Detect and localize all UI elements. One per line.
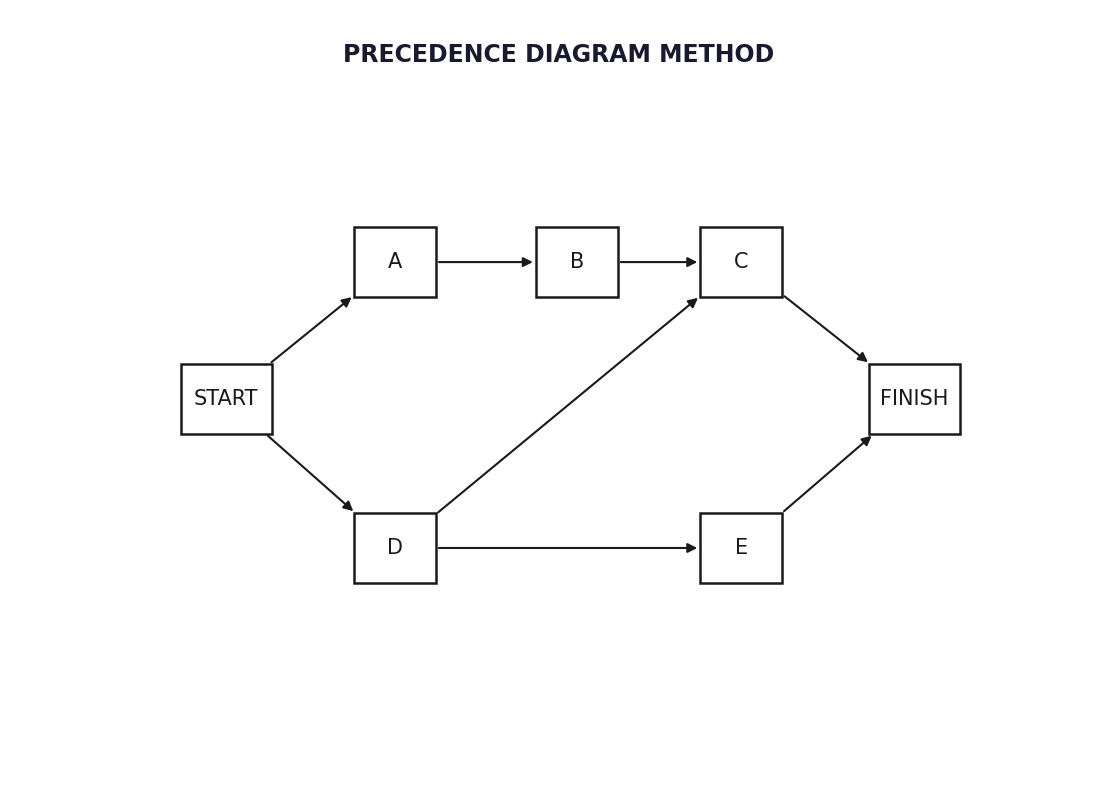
Bar	[354, 227, 436, 297]
Text: FINISH: FINISH	[880, 389, 948, 409]
Text: E: E	[735, 538, 748, 558]
Text: B: B	[570, 252, 584, 272]
Bar	[536, 227, 618, 297]
Bar	[869, 364, 960, 434]
Bar	[700, 513, 782, 583]
Text: START: START	[194, 389, 258, 409]
Text: C: C	[734, 252, 748, 272]
Bar	[700, 227, 782, 297]
Text: A: A	[388, 252, 402, 272]
Bar	[181, 364, 271, 434]
Text: PRECEDENCE DIAGRAM METHOD: PRECEDENCE DIAGRAM METHOD	[343, 43, 774, 67]
Text: D: D	[386, 538, 403, 558]
Bar	[354, 513, 436, 583]
